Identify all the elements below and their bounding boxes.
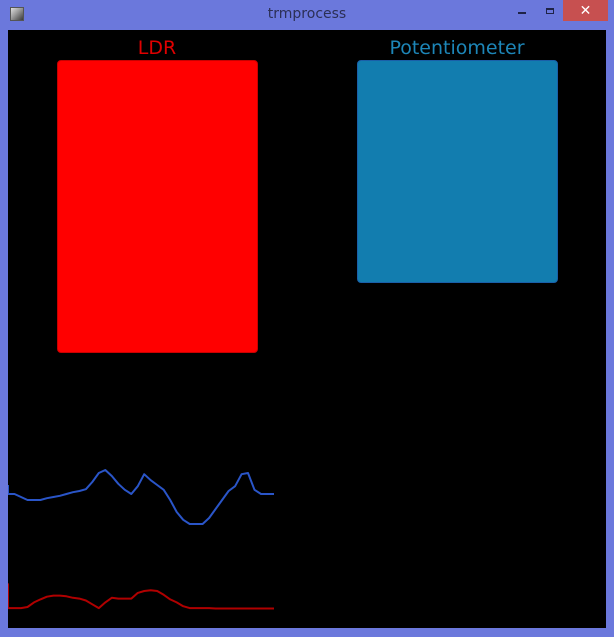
app-icon[interactable]: [10, 7, 24, 21]
ldr-trace: [8, 583, 274, 610]
potentiometer-label: Potentiometer: [389, 37, 525, 59]
close-button[interactable]: ✕: [563, 0, 608, 21]
potentiometer-trace: [8, 469, 274, 525]
minimize-button[interactable]: [508, 0, 536, 21]
maximize-icon: [546, 7, 554, 14]
ldr-level-bar: [57, 60, 258, 353]
sketch-canvas: LDR Potentiometer: [8, 30, 606, 628]
minimize-icon: [518, 11, 526, 14]
ldr-label: LDR: [137, 37, 177, 59]
title-bar[interactable]: trmprocess ✕: [0, 0, 614, 30]
potentiometer-level-bar: [357, 60, 558, 283]
close-icon: ✕: [579, 2, 592, 19]
trend-chart: [8, 469, 274, 610]
window-title: trmprocess: [267, 6, 347, 22]
maximize-button[interactable]: [536, 0, 564, 21]
